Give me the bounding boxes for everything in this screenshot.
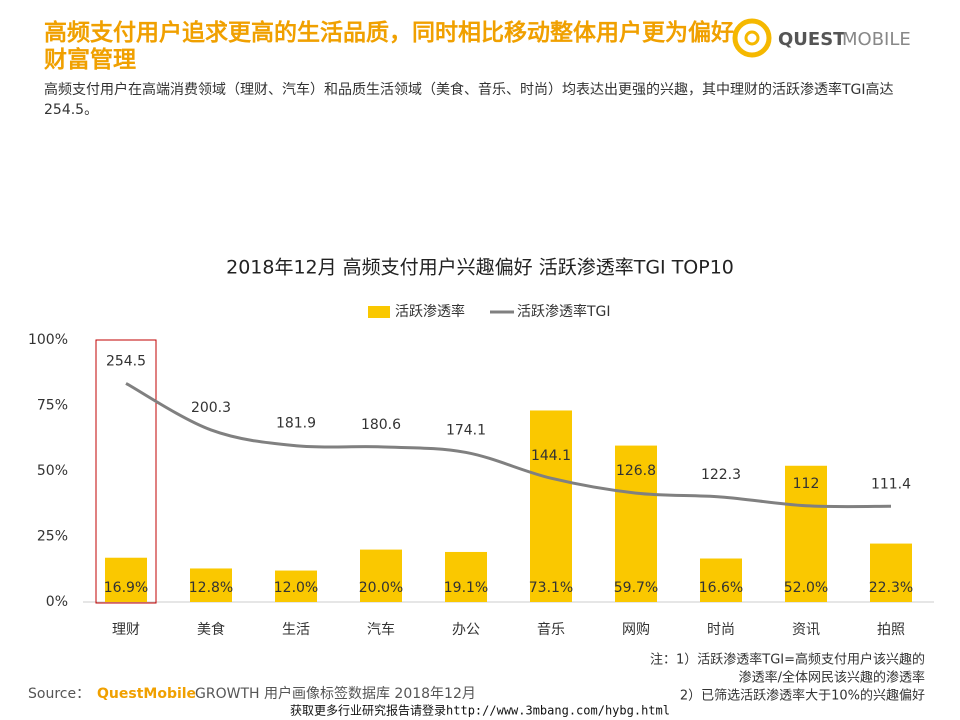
note: 注：1）活跃渗透率TGI=高频支付用户该兴趣的 xyxy=(650,652,925,668)
bar-label: 16.9% xyxy=(104,580,148,596)
logo-icon xyxy=(744,30,760,46)
highlight-box xyxy=(95,339,157,604)
page-title: 高频支付用户追求更高的生活品质，同时相比移动整体用户更为偏好财富管理 xyxy=(44,20,734,73)
page-subtitle: 高频支付用户在高端消费领域（理财、汽车）和品质生活领域（美食、音乐、时尚）均表达… xyxy=(44,82,894,118)
line xyxy=(125,382,892,509)
bar-label: 73.1% xyxy=(529,580,573,596)
line-label: 122.3 xyxy=(701,467,741,483)
bar-label: 12.8% xyxy=(189,580,233,596)
line-label: 111.4 xyxy=(871,476,911,492)
y-tick-label: 100% xyxy=(28,332,68,348)
source-label: Source： xyxy=(28,686,90,702)
line-label: 181.9 xyxy=(276,416,316,432)
y-tick-label: 0% xyxy=(46,594,68,610)
y-tick-label: 50% xyxy=(37,463,68,479)
x-tick-label: 美食 xyxy=(197,621,225,638)
bar-label: 20.0% xyxy=(359,580,403,596)
line-label: 200.3 xyxy=(191,400,231,416)
bar-label: 16.6% xyxy=(699,580,743,596)
bar xyxy=(190,568,232,602)
bar xyxy=(785,465,827,602)
line-label: 144.1 xyxy=(531,448,571,464)
footer: 获取更多行业研究报告请登录http://www.3mbang.com/hybg.… xyxy=(290,703,670,718)
x-tick-label: 汽车 xyxy=(367,621,395,638)
bar xyxy=(530,410,572,602)
x-tick-label: 网购 xyxy=(622,622,650,638)
brand: MOBILE xyxy=(842,29,911,50)
x-tick-label: 办公 xyxy=(452,622,480,638)
note: 渗透率/全体网民该兴趣的渗透率 xyxy=(739,670,925,686)
bar xyxy=(360,549,402,602)
brand: QUEST xyxy=(778,29,846,50)
bar xyxy=(870,543,912,602)
source-text: GROWTH 用户画像标签数据库 2018年12月 xyxy=(195,685,476,702)
bar xyxy=(615,445,657,602)
y-tick-label: 25% xyxy=(37,529,68,545)
note: 2）已筛选活跃渗透率大于10%的兴趣偏好 xyxy=(680,688,925,704)
logo-icon xyxy=(732,18,772,58)
bar xyxy=(700,558,742,602)
y-tick-label: 75% xyxy=(37,398,68,414)
bar xyxy=(105,557,147,602)
legend-swatch xyxy=(368,306,390,318)
bar-label: 52.0% xyxy=(784,580,828,596)
source-brand: QuestMobile xyxy=(97,686,196,702)
bar-label: 59.7% xyxy=(614,580,658,596)
x-tick-label: 音乐 xyxy=(537,621,565,638)
bar-label: 22.3% xyxy=(869,580,913,596)
line-label: 112 xyxy=(793,476,820,492)
x-tick-label: 时尚 xyxy=(707,622,735,638)
x-tick-label: 理财 xyxy=(112,622,140,638)
x-tick-label: 生活 xyxy=(282,622,310,638)
x-tick-label: 拍照 xyxy=(877,622,905,638)
line-label: 180.6 xyxy=(361,417,401,433)
x-tick-label: 资讯 xyxy=(792,622,820,638)
legend-label: 活跃渗透率TGI xyxy=(517,303,611,320)
line-label: 254.5 xyxy=(106,353,146,369)
legend-label: 活跃渗透率 xyxy=(395,303,465,320)
line-label: 126.8 xyxy=(616,463,656,479)
bar xyxy=(445,551,487,602)
bar xyxy=(275,570,317,602)
line-label: 174.1 xyxy=(446,422,486,438)
chart-title: 2018年12月 高频支付用户兴趣偏好 活跃渗透率TGI TOP10 xyxy=(226,257,734,279)
bar-label: 12.0% xyxy=(274,580,318,596)
bar-label: 19.1% xyxy=(444,580,488,596)
